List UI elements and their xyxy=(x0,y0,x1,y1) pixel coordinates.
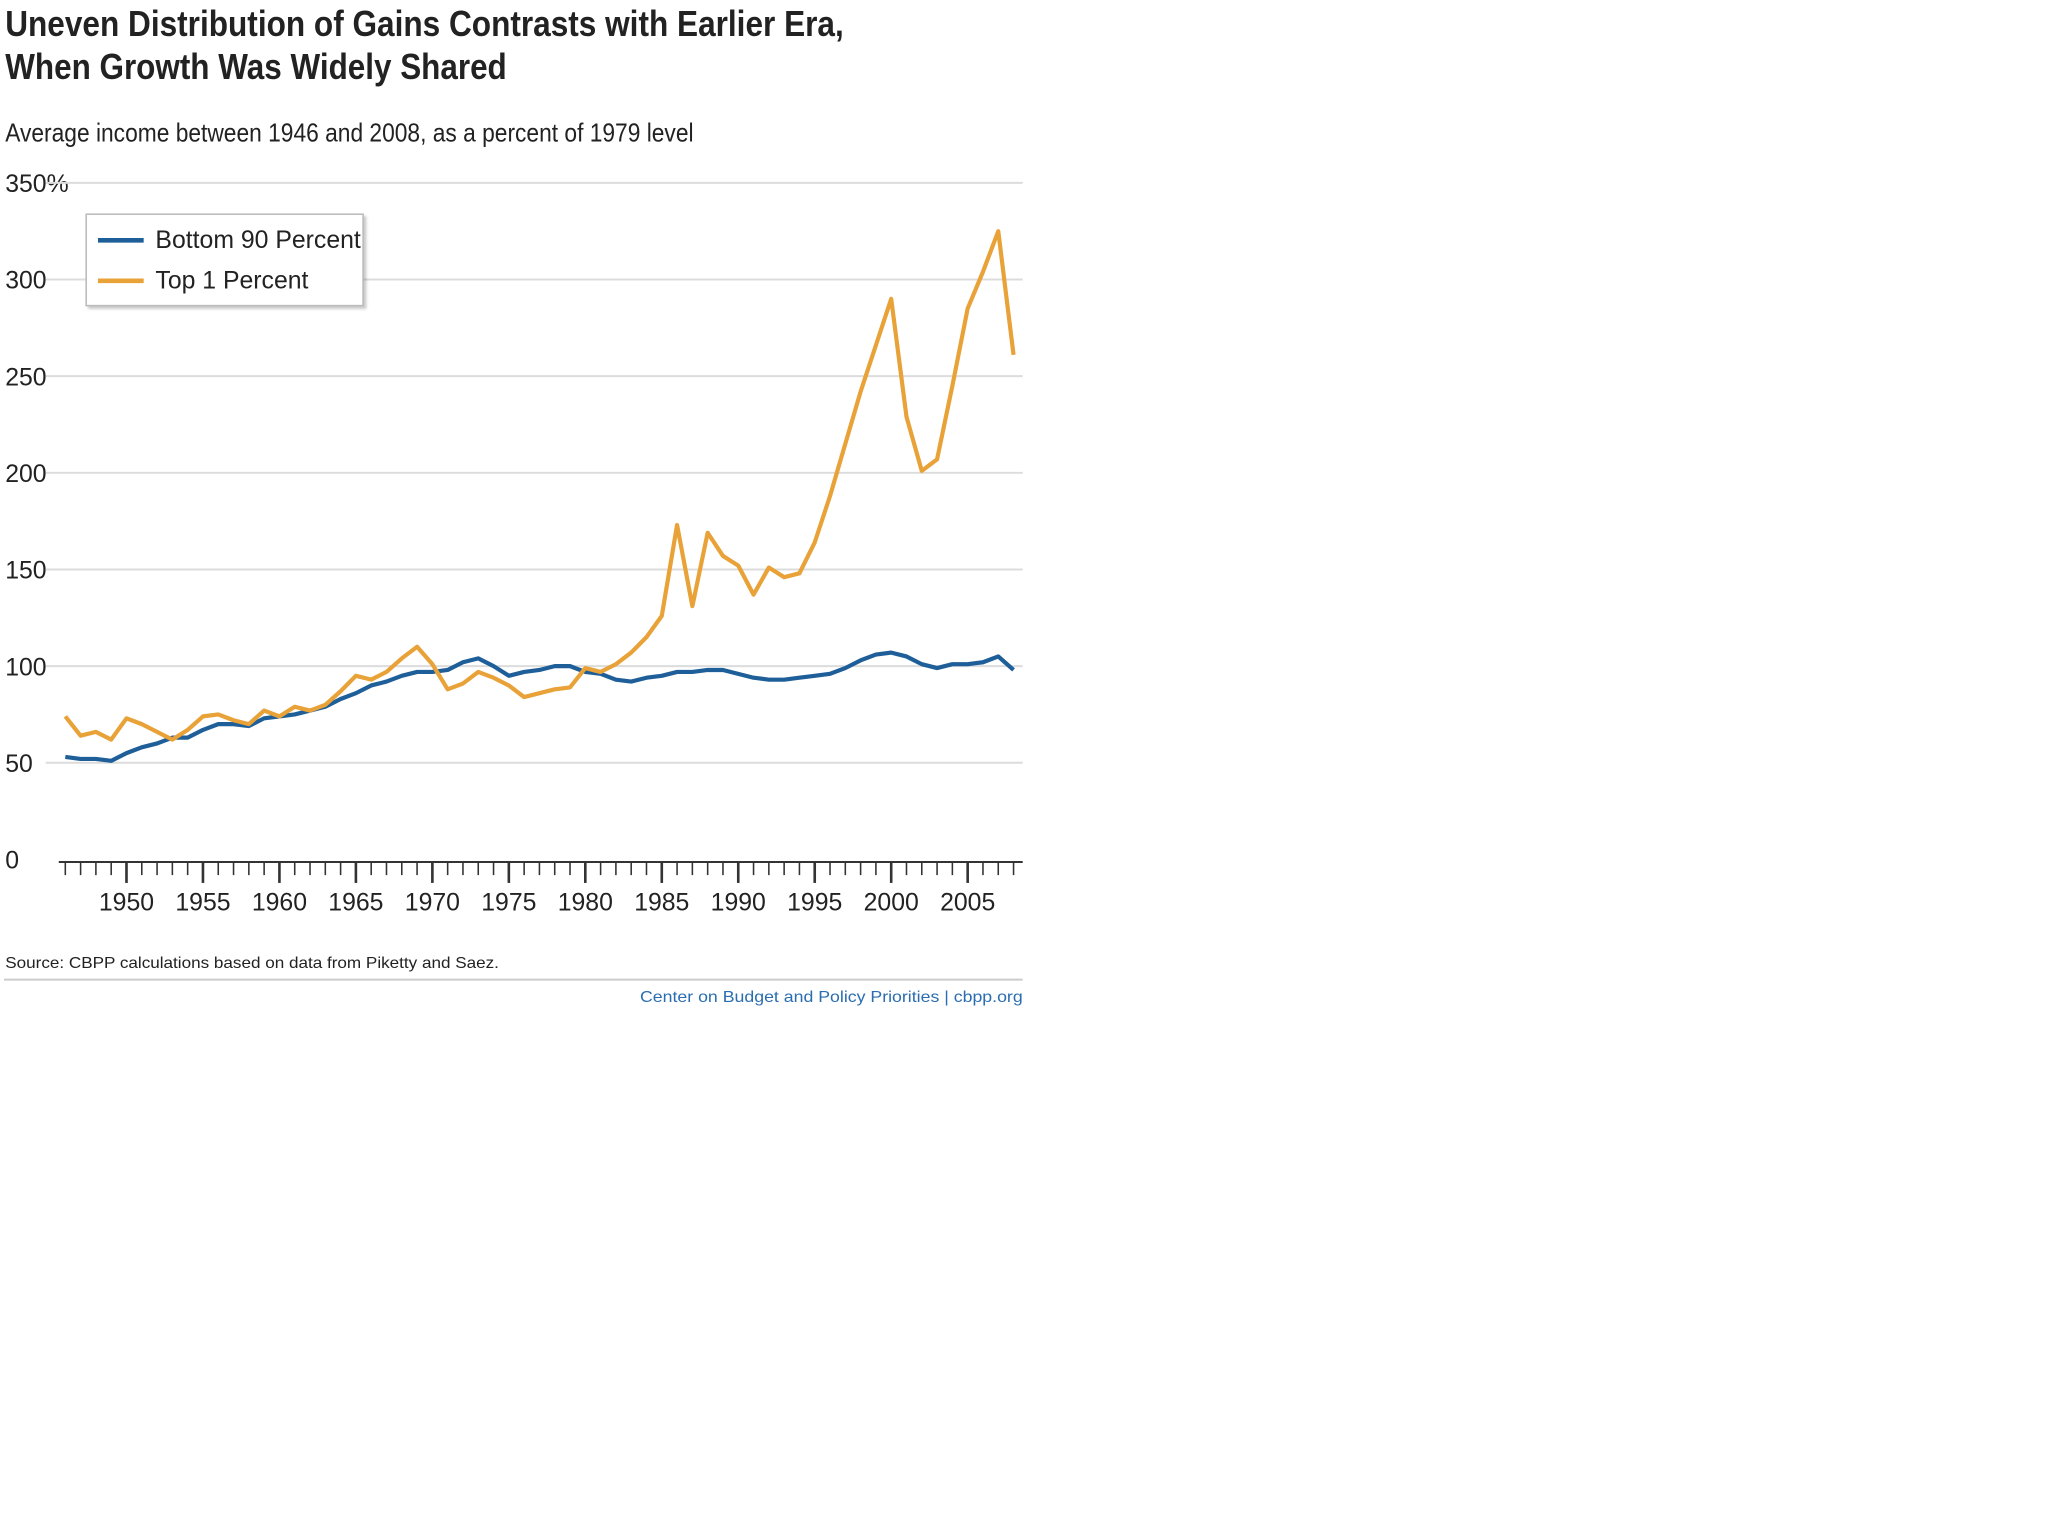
source-note: Source: CBPP calculations based on data … xyxy=(5,955,499,972)
y-tick-label: 50 xyxy=(5,751,33,778)
series-line xyxy=(63,229,1016,742)
x-tick-label: 1950 xyxy=(99,889,154,916)
x-tick-label: 1955 xyxy=(175,889,230,916)
y-tick-label: 100 xyxy=(5,654,46,681)
x-tick-label: 1970 xyxy=(405,889,460,916)
x-tick-label: 1975 xyxy=(481,889,536,916)
x-tick-label: 1960 xyxy=(252,889,307,916)
y-tick-label: 250 xyxy=(5,364,46,391)
y-tick-label: 350% xyxy=(5,171,68,198)
x-tick-label: 2005 xyxy=(940,889,995,916)
legend: Bottom 90 Percent Top 1 Percent xyxy=(85,213,364,307)
series-line xyxy=(65,650,1015,763)
x-tick-label: 1990 xyxy=(711,889,766,916)
x-tick-label: 1985 xyxy=(634,889,689,916)
chart-title: Uneven Distribution of Gains Contrasts w… xyxy=(5,3,844,44)
legend-box xyxy=(85,213,364,307)
legend-label: Bottom 90 Percent xyxy=(155,227,360,254)
credit: Center on Budget and Policy Priorities |… xyxy=(640,989,1023,1006)
x-tick-label: 1965 xyxy=(328,889,383,916)
y-tick-label: 200 xyxy=(5,461,46,488)
y-tick-label: 300 xyxy=(5,268,46,295)
legend-label: Top 1 Percent xyxy=(155,268,308,295)
y-tick-label: 150 xyxy=(5,558,46,585)
x-tick-label: 2000 xyxy=(864,889,919,916)
x-tick-label: 1980 xyxy=(558,889,613,916)
chart-title: When Growth Was Widely Shared xyxy=(5,46,507,87)
y-tick-label: 0 xyxy=(5,848,19,875)
chart-subtitle: Average income between 1946 and 2008, as… xyxy=(5,117,693,147)
x-tick-label: 1995 xyxy=(787,889,842,916)
